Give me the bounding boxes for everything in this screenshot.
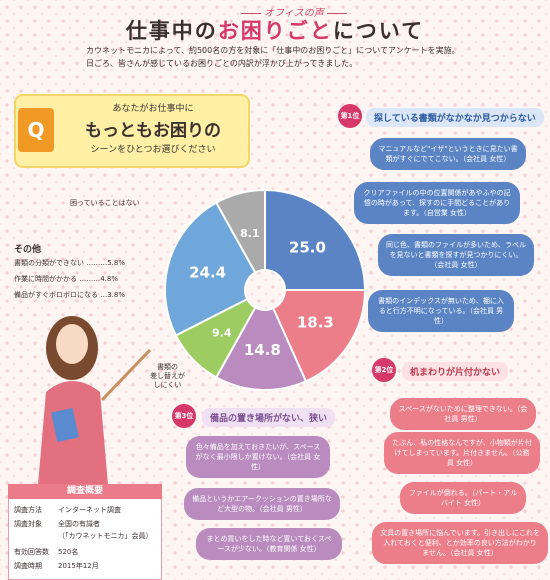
rank2-comment: 文具の置き場所に悩んでいます。引き出しにこれを入れておくと便利、とか効率の良い方… bbox=[372, 522, 548, 564]
rank3-comment: 備品というかエアークッションの置き場所など大型の物。（会社員 男性） bbox=[184, 488, 340, 520]
question-mark: Q bbox=[18, 108, 54, 152]
pie-slice-value: 24.4 bbox=[189, 264, 226, 282]
label-swap-3: しにくい bbox=[153, 381, 182, 389]
survey-value: 2015年12月 bbox=[58, 562, 99, 570]
rank3-tag: 第3位 bbox=[172, 404, 196, 428]
rank2-comment: ファイルが倒れる。（パート・アルバイト 女性） bbox=[400, 482, 526, 514]
pie-slice-value: 18.3 bbox=[297, 314, 334, 332]
survey-value: インターネット調査 bbox=[58, 506, 121, 514]
pie-slice bbox=[214, 188, 266, 274]
pie-slice-value: 14.8 bbox=[244, 341, 281, 359]
other-item: 書類の分類ができない ………5.8% bbox=[14, 259, 126, 267]
pie-slice bbox=[164, 201, 257, 337]
survey-row: （「カウネットモニカ」会員） bbox=[14, 531, 153, 541]
label-swap-2: 差し替えが bbox=[150, 372, 185, 380]
pie-chart: 25.0 18.3 14.8 9.4 24.4 8.1 bbox=[164, 188, 367, 391]
page-title: 仕事中のお困りごとについて bbox=[0, 15, 550, 45]
rank3-heading: 備品の置き場所がない、狭い bbox=[202, 408, 336, 427]
survey-key: 調査方法 bbox=[14, 506, 42, 514]
section-voice-label: オフィスの声 bbox=[238, 4, 350, 19]
survey-key: 調査時期 bbox=[14, 562, 42, 570]
question-line-3: シーンをひとつお選びください bbox=[90, 145, 216, 155]
rank1-comment: マニュアルなど"イザ"というときに見たい書類がすぐにでてこない。（会社員 女性） bbox=[370, 138, 526, 170]
office-woman-illustration bbox=[38, 316, 152, 485]
pie-slice-value: 9.4 bbox=[212, 327, 232, 340]
survey-value: 520名 bbox=[58, 548, 79, 556]
pie-slice-value: 25.0 bbox=[289, 239, 326, 257]
pie-slice bbox=[214, 306, 308, 391]
pie-slice-value: 8.1 bbox=[240, 227, 260, 240]
label-none: 困っていることはない bbox=[70, 199, 140, 207]
rank2-tag: 第2位 bbox=[372, 358, 396, 382]
survey-row: 調査対象 全国の有識者 bbox=[14, 519, 100, 529]
survey-value: （「カウネットモニカ」会員） bbox=[58, 532, 153, 540]
lead-text: カウネットモニカによって、約500名の方を対象に「仕事中のお困りごと」についてア… bbox=[86, 44, 506, 70]
other-title: その他 bbox=[14, 245, 42, 255]
rank1-comment: クリアファイルの中の位置関係があやふやの記憶の時があって、探すのに手間どることが… bbox=[354, 182, 520, 224]
rank1-comment: 書類のインデックスが無いため、棚に入ると行方不明になっている。（会社員 男性） bbox=[368, 290, 514, 332]
title-part-b: お困りごと bbox=[217, 19, 333, 43]
survey-value: 全国の有識者 bbox=[58, 520, 100, 528]
lead-line-2: 日ごろ、皆さんが感じているお困りごとの内訳が浮かび上がってきました。 bbox=[86, 59, 358, 68]
pie-slice bbox=[264, 188, 367, 291]
survey-row: 有効回答数 520名 bbox=[14, 547, 78, 557]
label-swap-1: 書類の bbox=[157, 363, 178, 371]
survey-row: 調査時期 2015年12月 bbox=[14, 561, 99, 571]
rank3-comment: 色々備品を加えておきたいが、スペースがなく最小限しか置けない。（会社員 女性） bbox=[186, 436, 330, 478]
survey-key: 調査対象 bbox=[14, 520, 42, 528]
label-swap: 書類の 差し替えが しにくい bbox=[150, 363, 185, 390]
survey-heading: 調査概要 bbox=[8, 484, 162, 499]
rank2-comment: スペースがないために整理できない。（会社員 男性） bbox=[390, 398, 536, 430]
survey-row: 調査方法 インターネット調査 bbox=[14, 505, 121, 515]
question-line-1: あなたがお仕事中に bbox=[112, 104, 194, 114]
other-item: 作業に時間がかかる ………4.8% bbox=[14, 275, 119, 283]
lead-line-1: カウネットモニカによって、約500名の方を対象に「仕事中のお困りごと」についてア… bbox=[86, 46, 460, 55]
title-part-a: 仕事中の bbox=[125, 19, 218, 43]
other-item: 備品がすぐボロボロになる …3.8% bbox=[14, 291, 126, 299]
survey-key: 有効回答数 bbox=[14, 548, 49, 556]
rank1-tag: 第1位 bbox=[338, 104, 362, 128]
rank1-heading: 探している書類がなかなか見つからない bbox=[366, 108, 544, 127]
rank3-comment: まとめ買いをした時など置いておくスペースが少ない。（教育関係 女性） bbox=[196, 528, 342, 560]
title-part-c: について bbox=[332, 19, 425, 43]
question-line-2: もっともお困りの bbox=[85, 121, 221, 141]
rank2-comment: たぶん、私の性格なんですが、小物類が片付けてしまっています。片付きません。（公務… bbox=[384, 432, 540, 474]
rank1-comment: 同じ色、書類のファイルが多いため、ラベルを見ないと書類を探すが見つかりにくい。（… bbox=[378, 234, 534, 276]
rank2-heading: 机まわりが片付かない bbox=[402, 362, 509, 381]
